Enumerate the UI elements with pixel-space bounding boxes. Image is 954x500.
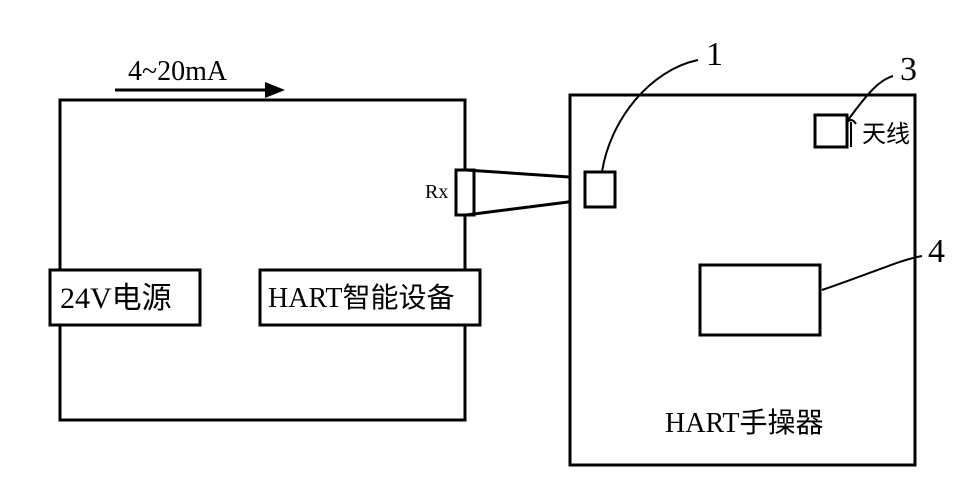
communicator-label: HART手操器: [665, 407, 824, 439]
callout-3-number: 3: [900, 51, 917, 88]
callout-1-number: 1: [706, 36, 723, 73]
loop-frame: [60, 100, 465, 420]
psu-label: 24V电源: [60, 282, 172, 315]
port-block: [585, 172, 615, 207]
screen-block: [700, 265, 820, 335]
resistor-rx: Rx: [425, 100, 476, 420]
psu-block: 24V电源: [50, 270, 200, 325]
hart-device-block: HART智能设备: [260, 270, 480, 325]
current-arrow: 4~20mA: [115, 56, 285, 98]
wire-top: [466, 170, 584, 178]
wire-bottom: [466, 200, 584, 215]
antenna-label: 天线: [862, 121, 910, 148]
resistor-label: Rx: [425, 181, 448, 203]
current-label: 4~20mA: [128, 56, 228, 87]
callout-4-number: 4: [928, 233, 945, 270]
hart-schematic: 4~20mA Rx 24V电源 HART智能设备 HART手操器 天线: [0, 0, 954, 500]
hart-device-label: HART智能设备: [268, 282, 455, 314]
